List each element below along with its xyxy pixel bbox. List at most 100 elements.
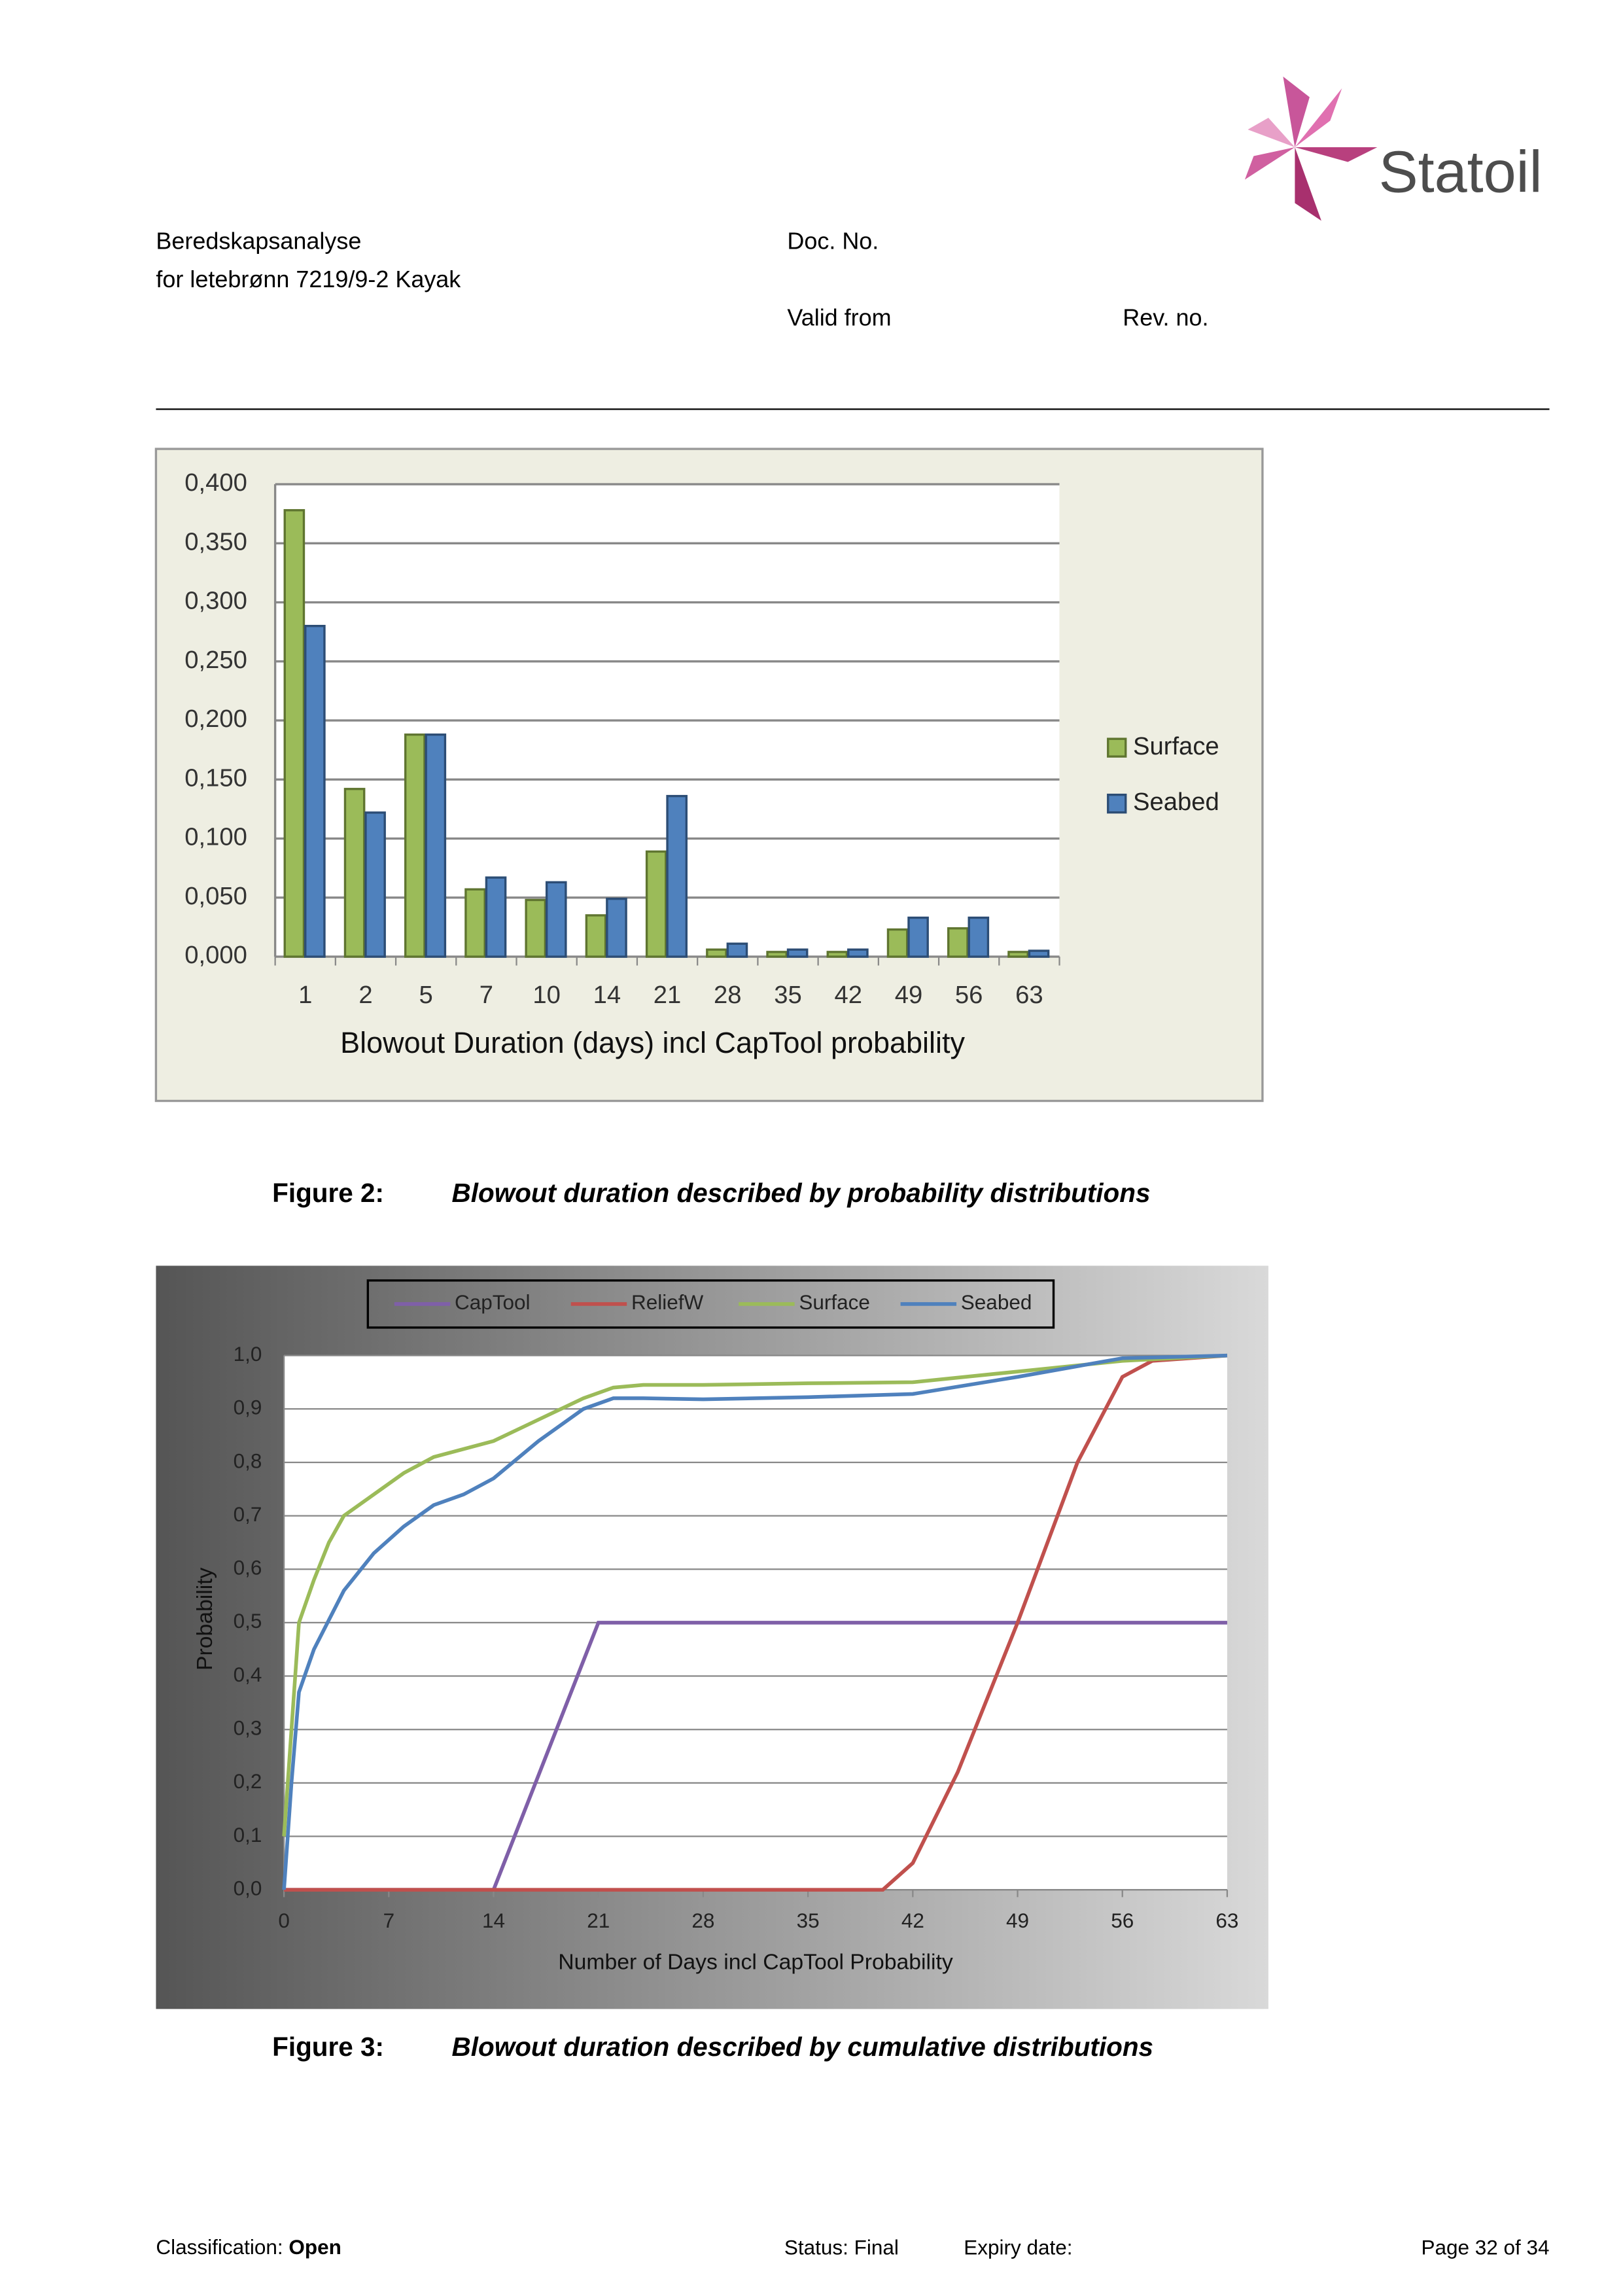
bar	[364, 811, 386, 958]
y-tick-label: 0,400	[184, 468, 247, 497]
y-tick-label: 0,8	[234, 1449, 262, 1472]
x-axis-title: Number of Days incl CapTool Probability	[558, 1950, 953, 1975]
bar	[545, 881, 567, 958]
x-axis-title: Blowout Duration (days) incl CapTool pro…	[340, 1026, 965, 1059]
y-tick-label: 0,3	[234, 1716, 262, 1740]
bar	[645, 850, 667, 958]
x-tick-label: 0	[278, 1909, 290, 1932]
y-tick-label: 0,050	[184, 882, 247, 910]
doc-no-label: Doc. No.	[787, 228, 879, 255]
y-axis-title: Probability	[192, 1567, 217, 1670]
x-tick-label: 10	[532, 981, 561, 1009]
x-tick-label: 42	[834, 981, 862, 1009]
y-tick-label: 0,000	[184, 941, 247, 969]
y-tick-label: 0,350	[184, 527, 247, 556]
bar	[1028, 949, 1050, 958]
x-tick-label: 14	[593, 981, 621, 1009]
x-tick-label: 35	[797, 1909, 820, 1932]
bar	[1007, 951, 1029, 958]
y-tick-label: 0,100	[184, 823, 247, 851]
x-tick-label: 21	[587, 1909, 610, 1932]
x-tick-label: 35	[774, 981, 802, 1009]
bar	[666, 794, 688, 958]
y-tick-label: 0,4	[234, 1663, 262, 1686]
legend-label: CapTool	[455, 1290, 531, 1314]
bar	[525, 898, 547, 958]
line-series	[282, 1353, 1228, 1837]
legend-label: ReliefW	[631, 1290, 703, 1314]
bar	[706, 948, 727, 958]
bar	[464, 888, 486, 958]
bar	[886, 928, 909, 958]
caption-text: Blowout duration described by cumulative…	[452, 2032, 1154, 2062]
legend-label: Surface	[799, 1290, 870, 1314]
x-tick-label: 28	[691, 1909, 714, 1932]
bar	[847, 948, 869, 958]
bar	[606, 897, 627, 958]
header-subtitle: for letebrønn 7219/9-2 Kayak	[156, 266, 461, 292]
footer-classification: Classification: Open	[156, 2235, 341, 2259]
classification-value: Open	[288, 2235, 341, 2259]
footer-status: Status: Final	[784, 2235, 899, 2259]
x-tick-label: 7	[480, 981, 493, 1009]
x-tick-label: 63	[1015, 981, 1043, 1009]
x-tick-label: 1	[298, 981, 312, 1009]
rev-no-label: Rev. no.	[1123, 304, 1208, 331]
x-tick-label: 49	[895, 981, 923, 1009]
y-tick-label: 0,2	[234, 1769, 262, 1793]
y-tick-label: 0,250	[184, 646, 247, 674]
x-tick-label: 56	[1111, 1909, 1134, 1932]
bar	[947, 927, 969, 958]
y-tick-label: 1,0	[234, 1342, 262, 1366]
bar	[304, 624, 326, 958]
x-tick-label: 7	[383, 1909, 395, 1932]
legend-label: Seabed	[961, 1290, 1032, 1314]
legend-label: Surface	[1133, 732, 1219, 760]
y-tick-label: 0,300	[184, 587, 247, 615]
x-tick-label: 2	[358, 981, 372, 1009]
line-series	[284, 1353, 1228, 1892]
bar	[485, 876, 507, 958]
bar	[968, 916, 990, 958]
bar	[786, 948, 809, 958]
footer-page: Page 32 of 34	[1421, 2235, 1549, 2259]
x-tick-label: 5	[419, 981, 433, 1009]
footer-expiry: Expiry date:	[964, 2235, 1072, 2259]
caption-text: Blowout duration described by probabilit…	[452, 1178, 1151, 1208]
bar	[585, 914, 607, 958]
legend-box	[366, 1279, 1055, 1329]
legend-swatch	[1107, 737, 1127, 758]
y-tick-label: 0,6	[234, 1556, 262, 1580]
legend-label: Seabed	[1133, 788, 1219, 816]
bar	[907, 916, 929, 958]
x-tick-label: 42	[901, 1909, 924, 1932]
x-tick-label: 49	[1006, 1909, 1029, 1932]
y-tick-label: 0,5	[234, 1609, 262, 1633]
x-tick-label: 56	[955, 981, 983, 1009]
caption-number: Figure 2:	[272, 1178, 384, 1208]
x-tick-label: 28	[714, 981, 742, 1009]
y-tick-label: 0,9	[234, 1396, 262, 1419]
line-series	[282, 1353, 1228, 1890]
bar	[283, 509, 305, 958]
bar	[425, 733, 447, 958]
y-tick-label: 0,0	[234, 1876, 262, 1899]
bar	[343, 788, 366, 958]
caption-number: Figure 3:	[272, 2032, 384, 2062]
header-title: Beredskapsanalyse	[156, 228, 361, 255]
bar	[726, 942, 748, 958]
logo-text: Statoil	[1379, 140, 1543, 205]
y-tick-label: 0,200	[184, 705, 247, 733]
x-tick-label: 21	[654, 981, 682, 1009]
bar	[766, 951, 788, 958]
valid-from-label: Valid from	[787, 304, 891, 331]
bar	[826, 951, 848, 958]
x-tick-label: 14	[482, 1909, 505, 1932]
y-tick-label: 0,150	[184, 764, 247, 792]
y-tick-label: 0,1	[234, 1823, 262, 1846]
x-tick-label: 63	[1215, 1909, 1238, 1932]
y-tick-label: 0,7	[234, 1502, 262, 1526]
legend-swatch	[1107, 793, 1127, 814]
